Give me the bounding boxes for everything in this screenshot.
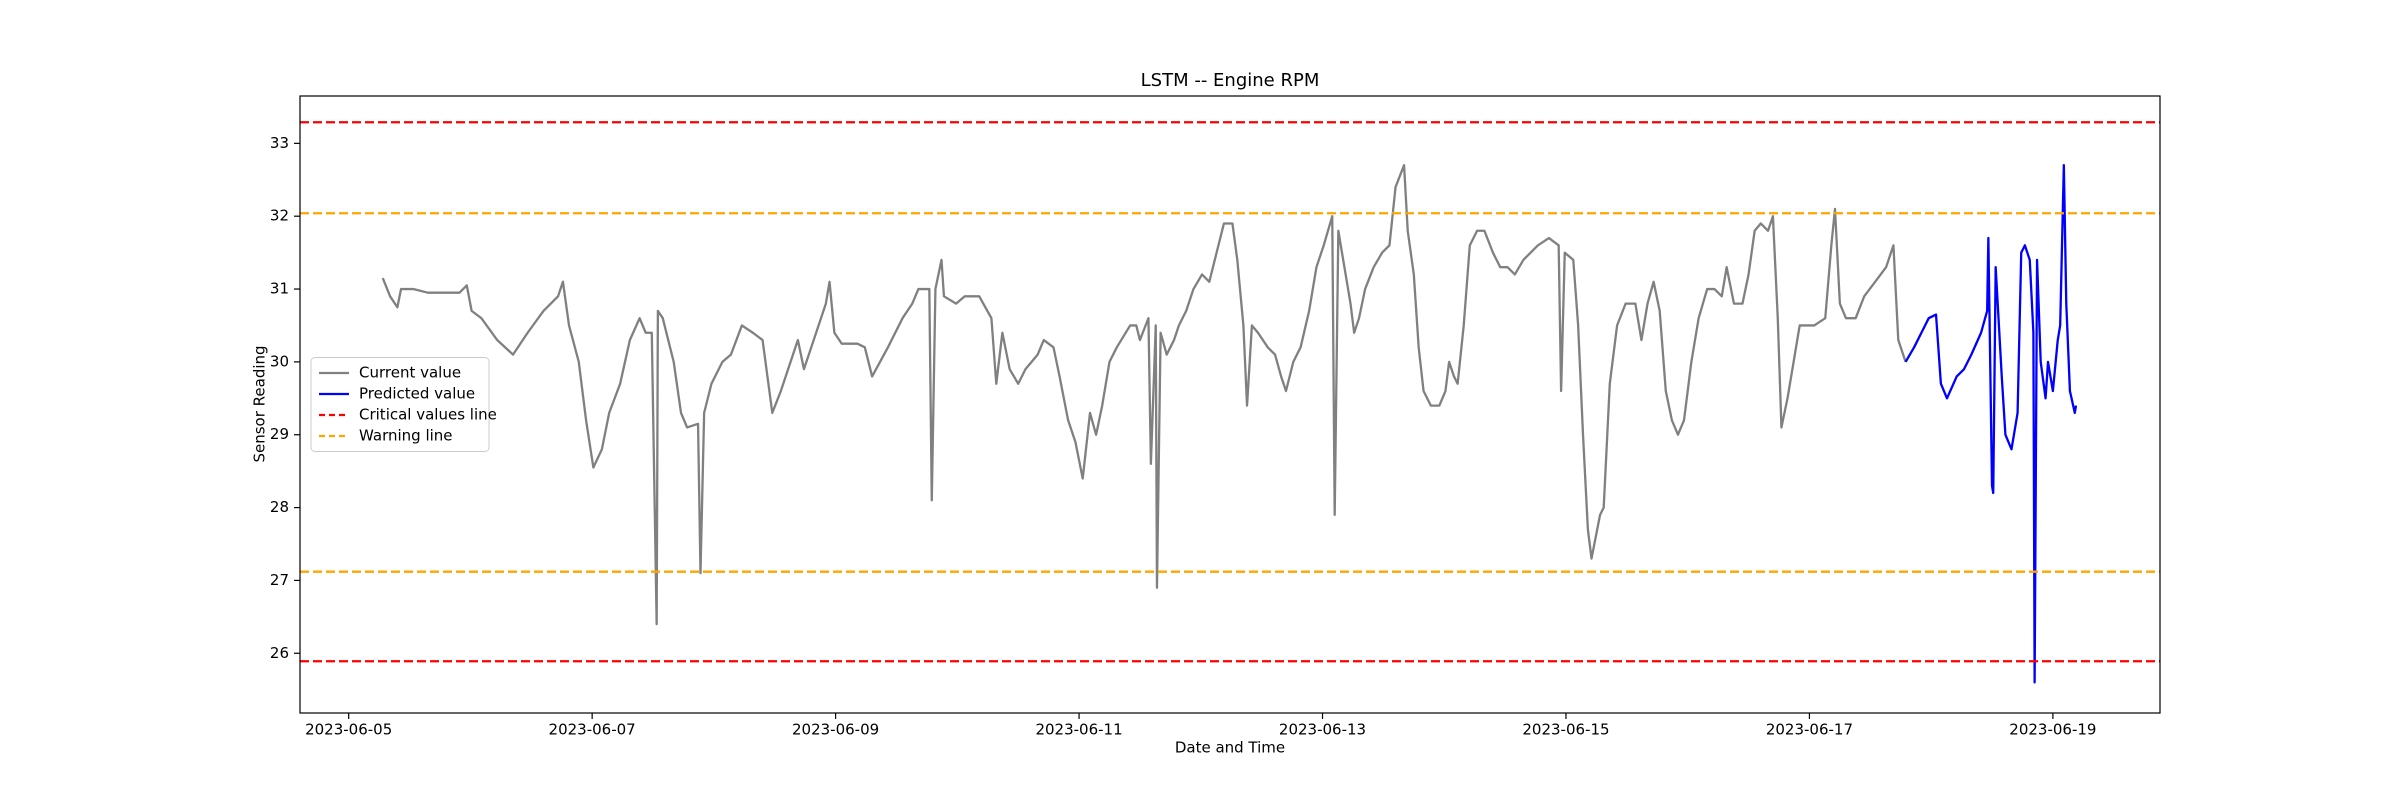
y-tick-label: 31	[270, 280, 289, 298]
legend: Current value Predicted value Critical val…	[310, 357, 497, 452]
y-tick-label: 27	[270, 571, 289, 589]
x-tick-label: 2023-06-05	[305, 721, 392, 739]
legend-label: Predicted value	[359, 385, 475, 403]
x-tick-label: 2023-06-17	[1766, 721, 1853, 739]
y-tick-label: 26	[270, 644, 289, 662]
y-tick-label: 32	[270, 207, 289, 225]
x-tick-label: 2023-06-15	[1522, 721, 1609, 739]
chart-title: LSTM -- Engine RPM	[1141, 70, 1320, 91]
y-tick-label: 33	[270, 134, 289, 152]
legend-label: Critical values line	[359, 406, 497, 424]
y-axis-label: Sensor Reading	[251, 345, 269, 462]
y-tick-label: 30	[270, 352, 289, 370]
y-tick-label: 28	[270, 498, 289, 516]
x-tick-label: 2023-06-19	[2009, 721, 2096, 739]
y-tick-label: 29	[270, 425, 289, 443]
series-line	[381, 164, 1907, 626]
x-tick-label: 2023-06-09	[792, 721, 879, 739]
x-tick-label: 2023-06-11	[1035, 721, 1122, 739]
x-axis-label: Date and Time	[1175, 739, 1285, 757]
legend-box	[310, 357, 490, 452]
legend-label: Warning line	[359, 427, 453, 445]
x-tick-label: 2023-06-07	[549, 721, 636, 739]
x-tick-label: 2023-06-13	[1279, 721, 1366, 739]
plot-frame	[299, 95, 2161, 714]
series-line	[1904, 164, 2078, 684]
legend-label: Current value	[359, 364, 461, 382]
